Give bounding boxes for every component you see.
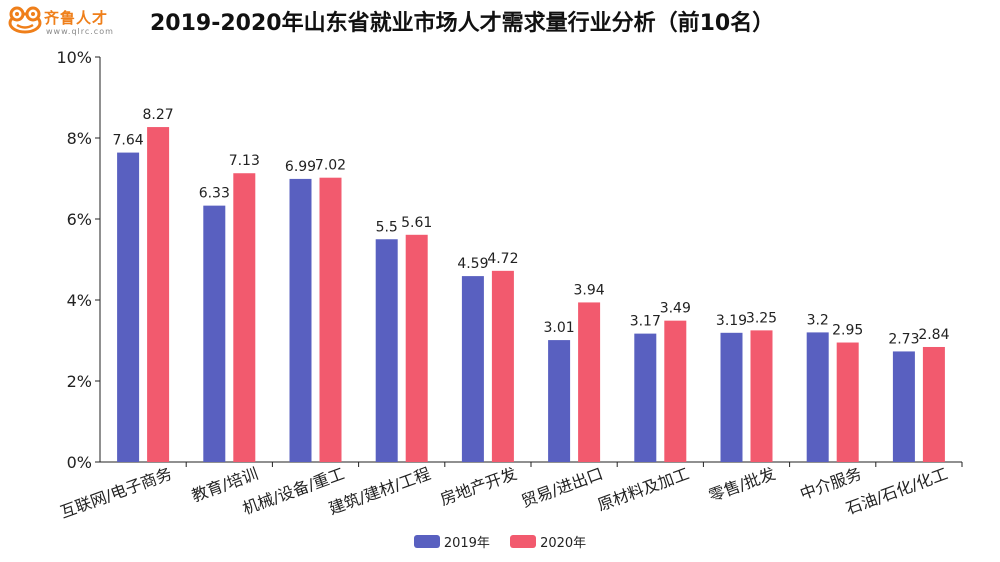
- legend-swatch-2020: [510, 535, 537, 548]
- data-label: 3.17: [630, 314, 661, 330]
- y-tick-label: 0%: [67, 453, 92, 472]
- data-label: 2.84: [918, 327, 949, 343]
- bar-2019: [289, 178, 312, 462]
- bar-2019: [548, 340, 571, 462]
- data-label: 5.61: [401, 215, 432, 231]
- bar-2019: [634, 333, 657, 462]
- bar-2019: [806, 332, 829, 462]
- logo-text: 齐鲁人才: [44, 9, 109, 27]
- chart-title: 2019-2020年山东省就业市场人才需求量行业分析（前10名）: [150, 11, 775, 36]
- header: 齐鲁人才 www.qlrc.com 2019-2020年山东省就业市场人才需求量…: [0, 0, 1000, 44]
- bar-2019: [720, 332, 743, 462]
- data-label: 7.13: [229, 153, 260, 169]
- data-label: 7.64: [113, 133, 144, 149]
- x-category-label: 房地产开发: [438, 464, 520, 509]
- bar-2020: [233, 173, 256, 463]
- data-label: 2.73: [888, 331, 919, 347]
- x-category-label: 零售/批发: [706, 464, 778, 506]
- data-label: 2.95: [832, 323, 863, 339]
- x-category-label: 原材料及加工: [595, 464, 692, 515]
- data-label: 3.94: [574, 282, 605, 298]
- legend-label-2020: 2020年: [540, 536, 587, 551]
- bar-2019: [375, 239, 398, 462]
- bar-2020: [750, 330, 773, 462]
- data-label: 6.99: [285, 159, 316, 175]
- frog-logo-icon: [8, 6, 42, 34]
- bar-2019: [461, 276, 484, 462]
- y-tick-label: 2%: [67, 372, 92, 391]
- data-label: 6.33: [199, 186, 230, 202]
- x-category-label: 互联网/电子商务: [58, 464, 175, 522]
- y-tick-label: 8%: [67, 129, 92, 148]
- data-label: 3.49: [660, 301, 691, 317]
- bar-2020: [405, 234, 428, 462]
- bar-2019: [117, 152, 140, 462]
- legend: 2019年 2020年: [0, 532, 1000, 554]
- logo-url: www.qlrc.com: [46, 27, 114, 36]
- legend-swatch-2019: [413, 535, 440, 548]
- data-label: 7.02: [315, 158, 346, 174]
- legend-item-2020: 2020年: [510, 532, 586, 551]
- data-label: 3.01: [544, 320, 575, 336]
- bar-2020: [664, 320, 687, 462]
- legend-item-2019: 2019年: [413, 532, 490, 551]
- y-tick-label: 10%: [56, 48, 92, 67]
- bar-2020: [836, 342, 859, 462]
- bar-chart: 0%2%4%6%8%10%7.648.27互联网/电子商务6.337.13教育/…: [56, 48, 963, 522]
- bar-2019: [203, 205, 226, 462]
- bar-2020: [147, 127, 170, 462]
- data-label: 3.25: [746, 310, 777, 326]
- data-label: 3.19: [716, 313, 747, 329]
- bar-2020: [922, 346, 945, 462]
- logo: 齐鲁人才 www.qlrc.com: [8, 4, 148, 40]
- y-tick-label: 6%: [67, 210, 92, 229]
- data-label: 4.59: [457, 256, 488, 272]
- bar-2020: [491, 270, 514, 462]
- data-label: 4.72: [487, 251, 518, 267]
- data-label: 3.2: [807, 312, 829, 328]
- y-tick-label: 4%: [67, 291, 92, 310]
- data-label: 5.5: [376, 219, 398, 235]
- bar-2020: [319, 177, 342, 462]
- legend-label-2019: 2019年: [443, 536, 490, 551]
- data-label: 8.27: [143, 107, 174, 123]
- x-category-label: 贸易/进出口: [519, 464, 606, 511]
- bar-2019: [892, 351, 915, 462]
- bar-2020: [578, 302, 601, 462]
